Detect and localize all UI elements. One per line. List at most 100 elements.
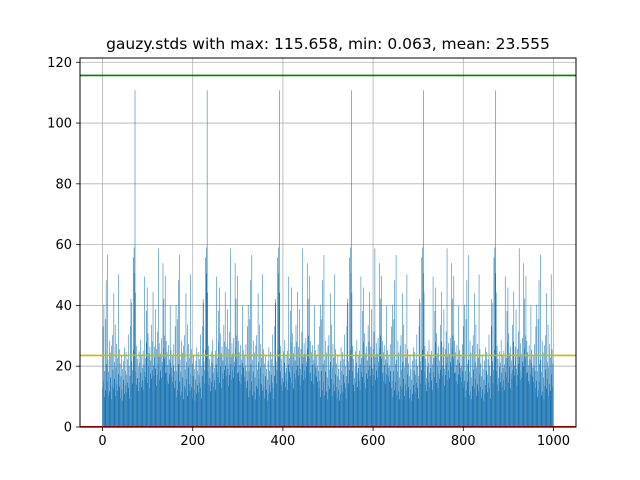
bar bbox=[466, 390, 467, 427]
bar bbox=[135, 292, 136, 427]
plot-frame bbox=[79, 57, 577, 428]
grid-lines bbox=[80, 58, 576, 428]
bar bbox=[121, 389, 123, 427]
bar bbox=[428, 362, 429, 427]
bar bbox=[334, 274, 336, 427]
bar bbox=[143, 389, 144, 427]
bar bbox=[493, 257, 495, 427]
bar bbox=[398, 391, 399, 427]
bar bbox=[500, 340, 502, 427]
bar bbox=[106, 364, 107, 427]
bar bbox=[531, 367, 533, 427]
bar bbox=[146, 287, 148, 427]
bar bbox=[510, 346, 511, 427]
bar bbox=[341, 370, 343, 427]
bar bbox=[140, 372, 142, 427]
bar bbox=[442, 375, 443, 427]
bar bbox=[422, 273, 424, 427]
bar bbox=[354, 367, 356, 427]
bar bbox=[517, 348, 518, 427]
bar bbox=[306, 361, 307, 427]
bar bbox=[293, 388, 295, 427]
bar bbox=[391, 380, 393, 427]
bar bbox=[484, 360, 485, 427]
bar bbox=[410, 368, 412, 427]
bar bbox=[357, 372, 358, 427]
bar bbox=[288, 276, 290, 427]
bar bbox=[404, 344, 406, 427]
bar bbox=[167, 364, 169, 427]
bar bbox=[231, 380, 232, 427]
bar bbox=[218, 342, 220, 427]
bar bbox=[280, 345, 281, 427]
bar bbox=[354, 391, 355, 427]
bar bbox=[156, 348, 157, 427]
bar bbox=[468, 359, 469, 427]
bar bbox=[227, 309, 228, 427]
bar bbox=[530, 306, 532, 427]
bar bbox=[516, 368, 517, 427]
bar bbox=[523, 348, 525, 427]
bar bbox=[405, 357, 407, 427]
y-tick-label: 20 bbox=[55, 360, 72, 375]
bar bbox=[302, 248, 304, 427]
bar bbox=[403, 324, 405, 427]
bar bbox=[230, 356, 232, 427]
bar bbox=[297, 375, 299, 427]
bar bbox=[458, 374, 459, 427]
bar bbox=[429, 387, 431, 427]
bar bbox=[199, 382, 201, 427]
bar bbox=[511, 360, 512, 427]
bar bbox=[147, 382, 148, 427]
bar bbox=[352, 384, 354, 427]
bar bbox=[361, 371, 362, 427]
bar bbox=[331, 395, 333, 427]
bar bbox=[509, 388, 511, 427]
bar bbox=[177, 319, 178, 427]
bar bbox=[432, 276, 434, 427]
bar bbox=[455, 352, 456, 427]
bar bbox=[172, 382, 174, 427]
bar bbox=[529, 359, 531, 427]
bar bbox=[456, 345, 458, 427]
bar bbox=[270, 351, 271, 427]
bar bbox=[292, 333, 293, 427]
bar bbox=[400, 335, 402, 427]
bar bbox=[318, 371, 319, 427]
bar bbox=[348, 383, 350, 427]
bar bbox=[482, 368, 484, 427]
bar bbox=[166, 372, 167, 427]
bar bbox=[262, 274, 263, 427]
bar bbox=[186, 378, 188, 427]
bar bbox=[371, 309, 373, 427]
bar bbox=[258, 378, 260, 427]
bar bbox=[356, 362, 357, 427]
bar bbox=[464, 304, 465, 427]
bar bbox=[542, 391, 543, 427]
bar bbox=[434, 310, 436, 427]
bar bbox=[321, 390, 323, 427]
bar bbox=[320, 397, 322, 427]
bar bbox=[132, 370, 134, 427]
bar bbox=[440, 341, 442, 427]
bar bbox=[490, 398, 491, 427]
bar bbox=[323, 381, 324, 427]
bar bbox=[169, 359, 170, 427]
bar bbox=[416, 334, 418, 427]
bar bbox=[304, 370, 305, 427]
bar bbox=[243, 376, 245, 427]
bar bbox=[192, 363, 193, 427]
bar bbox=[549, 384, 551, 427]
bar bbox=[293, 346, 295, 427]
bar bbox=[384, 364, 385, 427]
bar bbox=[475, 324, 477, 427]
bar bbox=[429, 372, 430, 427]
bar bbox=[345, 365, 346, 427]
bar bbox=[548, 395, 549, 427]
bar bbox=[432, 364, 433, 427]
bar bbox=[272, 387, 274, 427]
bar bbox=[483, 400, 484, 427]
bar bbox=[309, 373, 311, 427]
bar bbox=[459, 367, 461, 427]
bar bbox=[165, 373, 166, 427]
